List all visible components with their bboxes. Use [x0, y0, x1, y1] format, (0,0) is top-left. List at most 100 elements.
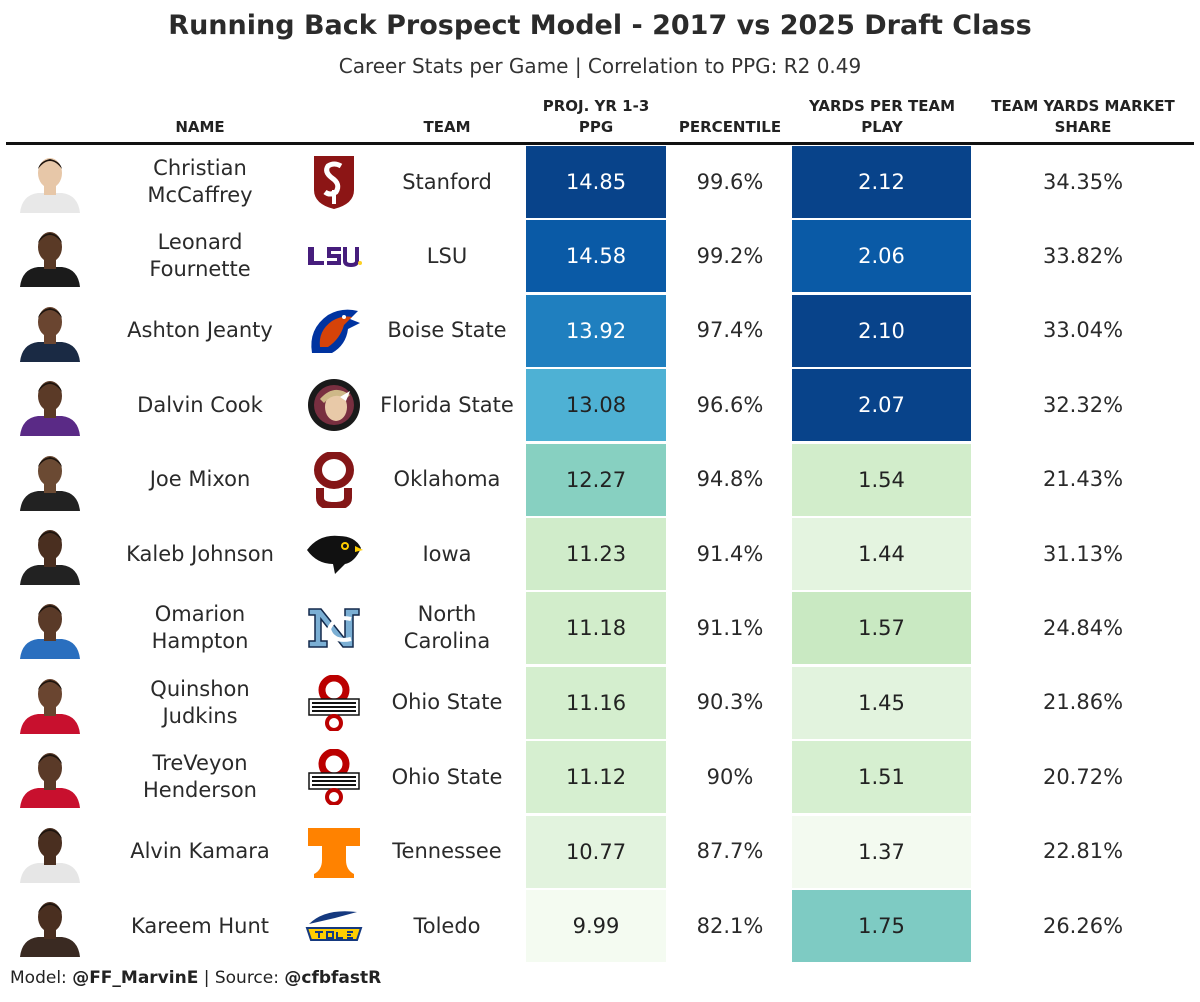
market-share-cell: 32.32%: [1042, 392, 1124, 417]
percentile-cell: 96.6%: [696, 392, 764, 417]
florida-state-logo: [304, 376, 364, 434]
table-row: Ashton Jeanty Boise State 13.92 97.4% 2.10 33…: [0, 294, 1200, 368]
table-row: Kareem Hunt Toledo 9.99 82.1% 1.75 26.26%: [0, 889, 1200, 963]
market-share-cell: 33.82%: [1042, 243, 1124, 268]
table-row: Joe Mixon Oklahoma 12.27 94.8% 1.54 21.43%: [0, 443, 1200, 517]
stanford-logo: [304, 153, 364, 211]
yards-per-team-play-cell: 2.12: [792, 146, 971, 218]
player-name: Christian McCaffrey: [147, 156, 253, 207]
percentile-cell: 94.8%: [696, 467, 764, 492]
player-name: Ashton Jeanty: [127, 318, 273, 343]
market-share-cell: 34.35%: [1042, 169, 1124, 194]
boise-state-logo: [304, 302, 364, 360]
tennessee-logo: [304, 823, 364, 881]
percentile-cell: 87.7%: [696, 839, 764, 864]
percentile-cell: 97.4%: [696, 318, 764, 343]
player-headshot: [16, 374, 84, 437]
team-name: Stanford: [402, 169, 492, 194]
team-name: LSU: [426, 243, 468, 268]
player-name: Kareem Hunt: [130, 913, 270, 938]
yards-per-team-play-cell: 2.10: [792, 294, 971, 367]
ppg-cell: 14.85: [526, 146, 666, 218]
percentile-cell: 91.4%: [696, 541, 764, 566]
lsu-logo: [304, 227, 364, 285]
player-headshot: [16, 746, 84, 809]
percentile-cell: 91.1%: [696, 615, 764, 640]
yards-per-team-play-cell: 1.75: [792, 890, 971, 962]
yards-per-team-play-cell: 2.07: [792, 369, 971, 442]
footer-source-label: | Source:: [198, 968, 285, 988]
table-row: Kaleb Johnson Iowa 11.23 91.4% 1.44 31.13%: [0, 517, 1200, 591]
ppg-cell: 12.27: [526, 443, 666, 516]
column-header-yards-per-team-play: YARDS PER TEAM PLAY: [808, 97, 956, 136]
market-share-cell: 31.13%: [1042, 541, 1124, 566]
market-share-cell: 22.81%: [1042, 839, 1124, 864]
yards-per-team-play-cell: 2.06: [792, 220, 971, 293]
ohio-state-logo: [304, 674, 364, 732]
footer-model-label: Model:: [10, 968, 73, 988]
table-row: Omarion Hampton North Carolina 11.18 91.1% 1…: [0, 591, 1200, 665]
table-row: Dalvin Cook Florida State 13.08 96.6% 2.07 32…: [0, 368, 1200, 442]
team-name: Florida State: [380, 392, 514, 417]
player-name: Omarion Hampton: [151, 602, 249, 654]
player-name: Leonard Fournette: [149, 230, 251, 282]
chart-title: Running Back Prospect Model - 2017 vs 20…: [168, 10, 1032, 41]
north-carolina-logo: [304, 599, 364, 657]
team-name: Toledo: [413, 913, 481, 938]
player-headshot: [16, 449, 84, 511]
percentile-cell: 90.3%: [696, 690, 764, 715]
ppg-cell: 13.92: [526, 294, 666, 367]
player-name: Kaleb Johnson: [126, 541, 274, 566]
ohio-state-logo: [304, 748, 364, 806]
team-name: Iowa: [422, 541, 472, 566]
player-name: Alvin Kamara: [130, 839, 270, 864]
footer-model-handle: @FF_MarvinE: [72, 968, 199, 988]
player-headshot: [16, 151, 84, 213]
yards-per-team-play-cell: 1.54: [792, 443, 971, 516]
player-name: TreVeyon Henderson: [142, 751, 257, 803]
team-name: North Carolina: [403, 602, 491, 654]
player-headshot: [16, 672, 84, 734]
footer: Model: @FF_MarvinE | Source: @cfbfastR: [10, 968, 381, 988]
player-headshot: [16, 523, 84, 585]
iowa-logo: [304, 525, 364, 583]
table-row: Alvin Kamara Tennessee 10.77 87.7% 1.37 22.81…: [0, 815, 1200, 889]
percentile-cell: 90%: [706, 764, 754, 789]
team-name: Oklahoma: [393, 467, 501, 492]
team-name: Boise State: [387, 318, 507, 343]
header-rule: [6, 142, 1194, 145]
player-name: Quinshon Judkins: [150, 676, 250, 728]
ppg-cell: 11.18: [526, 592, 666, 665]
yards-per-team-play-cell: 1.37: [792, 815, 971, 888]
team-name: Ohio State: [391, 690, 503, 715]
table-row: Quinshon Judkins Ohio State 11.16 90.3% 1.45…: [0, 666, 1200, 740]
player-headshot: [16, 895, 84, 957]
player-headshot: [16, 300, 84, 362]
column-header-ppg: PROJ. YR 1-3 PPG: [542, 97, 650, 136]
column-header-name: NAME: [175, 118, 225, 136]
table-row: Christian McCaffrey Stanford 14.85 99.6% 2.1…: [0, 145, 1200, 219]
ppg-cell: 14.58: [526, 220, 666, 293]
table-row: TreVeyon Henderson Ohio State 11.12 90% 1.51…: [0, 740, 1200, 814]
oklahoma-logo: [304, 451, 364, 509]
percentile-cell: 99.6%: [696, 169, 764, 194]
market-share-cell: 24.84%: [1042, 615, 1124, 640]
chart-subtitle: Career Stats per Game | Correlation to P…: [338, 54, 862, 78]
player-headshot: [16, 597, 84, 660]
team-name: Tennessee: [392, 839, 502, 864]
percentile-cell: 82.1%: [696, 913, 764, 938]
yards-per-team-play-cell: 1.57: [792, 592, 971, 665]
market-share-cell: 33.04%: [1042, 318, 1124, 343]
market-share-cell: 21.43%: [1042, 467, 1124, 492]
ppg-cell: 11.16: [526, 666, 666, 739]
team-name: Ohio State: [391, 764, 503, 789]
table-row: Leonard Fournette LSU 14.58 99.2% 2.06 33.82%: [0, 219, 1200, 293]
yards-per-team-play-cell: 1.45: [792, 666, 971, 739]
percentile-cell: 99.2%: [696, 243, 764, 268]
ppg-cell: 11.23: [526, 518, 666, 590]
market-share-cell: 21.86%: [1042, 690, 1124, 715]
ppg-cell: 10.77: [526, 815, 666, 888]
footer-source-handle: @cfbfastR: [284, 968, 382, 988]
yards-per-team-play-cell: 1.51: [792, 741, 971, 814]
ppg-cell: 9.99: [526, 890, 666, 962]
